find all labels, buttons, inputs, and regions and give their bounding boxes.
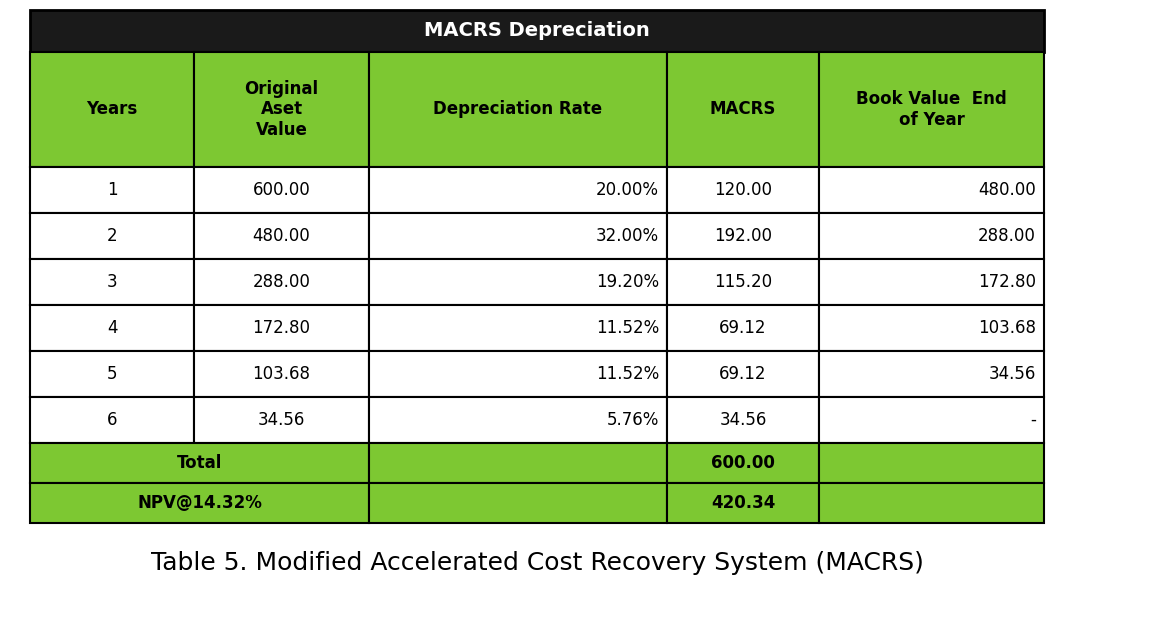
Text: 103.68: 103.68	[978, 319, 1036, 337]
Bar	[31, 351, 194, 397]
Bar	[369, 52, 667, 167]
Bar	[31, 213, 194, 259]
Text: 172.80: 172.80	[978, 273, 1036, 291]
Text: -: -	[1030, 411, 1036, 429]
Bar	[819, 483, 1045, 523]
Bar	[194, 397, 369, 443]
Bar	[667, 167, 819, 213]
Text: 600.00: 600.00	[711, 454, 776, 472]
Text: 600.00: 600.00	[253, 181, 310, 199]
Bar	[819, 52, 1045, 167]
Bar	[667, 52, 819, 167]
Bar	[31, 167, 194, 213]
Bar	[194, 351, 369, 397]
Bar	[194, 305, 369, 351]
Bar	[667, 443, 819, 483]
Text: 6: 6	[107, 411, 118, 429]
Bar	[369, 167, 667, 213]
Text: 2: 2	[107, 227, 118, 245]
Text: 5: 5	[107, 365, 118, 383]
Bar	[194, 52, 369, 167]
Text: 34.56: 34.56	[988, 365, 1036, 383]
Bar	[194, 167, 369, 213]
Text: 32.00%: 32.00%	[596, 227, 659, 245]
Bar	[31, 305, 194, 351]
Bar	[667, 259, 819, 305]
Text: 11.52%: 11.52%	[596, 319, 659, 337]
Bar	[819, 213, 1045, 259]
Text: Book Value  End
of Year: Book Value End of Year	[857, 90, 1007, 129]
Text: 69.12: 69.12	[719, 319, 767, 337]
Bar	[819, 259, 1045, 305]
Bar	[819, 351, 1045, 397]
Text: Depreciation Rate: Depreciation Rate	[434, 101, 603, 119]
Bar	[31, 10, 1045, 52]
Text: 1: 1	[107, 181, 118, 199]
Bar	[369, 305, 667, 351]
Bar	[819, 443, 1045, 483]
Bar	[31, 397, 194, 443]
Text: 480.00: 480.00	[253, 227, 310, 245]
Text: 480.00: 480.00	[979, 181, 1036, 199]
Text: 103.68: 103.68	[253, 365, 310, 383]
Bar	[819, 305, 1045, 351]
Bar	[369, 213, 667, 259]
Bar	[667, 305, 819, 351]
Bar	[667, 351, 819, 397]
Text: 4: 4	[107, 319, 118, 337]
Text: 288.00: 288.00	[253, 273, 310, 291]
Text: 34.56: 34.56	[257, 411, 306, 429]
Bar	[667, 213, 819, 259]
Text: 172.80: 172.80	[253, 319, 310, 337]
Bar	[369, 397, 667, 443]
Text: Years: Years	[87, 101, 137, 119]
Text: 3: 3	[107, 273, 118, 291]
Text: 11.52%: 11.52%	[596, 365, 659, 383]
Text: 420.34: 420.34	[711, 494, 776, 512]
Text: NPV@14.32%: NPV@14.32%	[137, 494, 262, 512]
Text: 115.20: 115.20	[714, 273, 772, 291]
Bar	[667, 483, 819, 523]
Bar	[369, 259, 667, 305]
Text: 69.12: 69.12	[719, 365, 767, 383]
Bar	[194, 259, 369, 305]
Text: 288.00: 288.00	[978, 227, 1036, 245]
Bar	[667, 397, 819, 443]
Text: 20.00%: 20.00%	[596, 181, 659, 199]
Bar	[31, 259, 194, 305]
Bar	[194, 213, 369, 259]
Text: 19.20%: 19.20%	[596, 273, 659, 291]
Bar	[31, 483, 369, 523]
Text: MACRS Depreciation: MACRS Depreciation	[424, 22, 650, 40]
Text: MACRS: MACRS	[710, 101, 777, 119]
Text: Original
Aset
Value: Original Aset Value	[244, 80, 318, 139]
Bar	[369, 443, 667, 483]
Text: Total: Total	[176, 454, 222, 472]
Text: Table 5. Modified Accelerated Cost Recovery System (MACRS): Table 5. Modified Accelerated Cost Recov…	[150, 551, 924, 575]
Bar	[819, 167, 1045, 213]
Bar	[31, 443, 369, 483]
Text: 192.00: 192.00	[714, 227, 772, 245]
Text: 5.76%: 5.76%	[606, 411, 659, 429]
Bar	[31, 52, 194, 167]
Bar	[369, 483, 667, 523]
Text: 120.00: 120.00	[714, 181, 772, 199]
Text: 34.56: 34.56	[719, 411, 766, 429]
Bar	[369, 351, 667, 397]
Bar	[819, 397, 1045, 443]
